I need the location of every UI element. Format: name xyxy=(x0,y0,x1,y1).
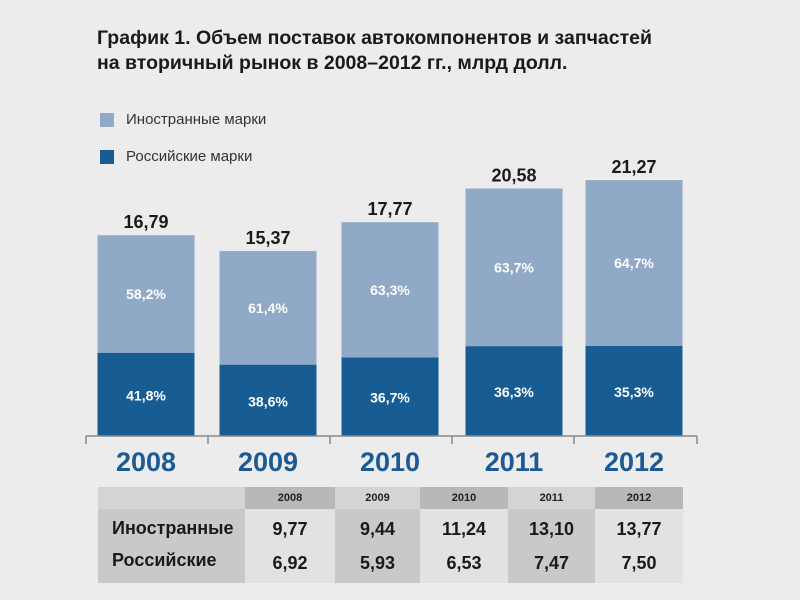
share-label-russian-2012: 35,3% xyxy=(614,384,654,400)
total-label-2010: 17,77 xyxy=(367,199,412,219)
chart-title: График 1. Объем поставок автокомпонентов… xyxy=(97,26,777,76)
table-cell-1-2008: 6,92 xyxy=(272,553,308,573)
table-cell-1-2010: 6,53 xyxy=(446,553,482,573)
legend-label-foreign: Иностранные марки xyxy=(126,111,267,128)
table-header-2010: 2010 xyxy=(420,487,508,509)
table-column-2008: 9,77 6,92 xyxy=(245,509,335,583)
table-column-2010: 11,24 6,53 xyxy=(420,509,508,583)
table-label-column: Иностранные Российские xyxy=(98,509,245,583)
table-cell-0-2008: 9,77 xyxy=(272,519,308,539)
table-header-corner xyxy=(98,487,245,509)
table-header-2011: 2011 xyxy=(508,487,595,509)
legend-swatch-russian xyxy=(100,149,114,164)
table-header-2009: 2009 xyxy=(335,487,420,509)
year-label-2011: 2011 xyxy=(485,447,544,477)
bar-foreign-2008 xyxy=(97,235,195,353)
bar-foreign-2011 xyxy=(465,188,563,347)
bar-russian-2012 xyxy=(585,345,683,436)
year-label-2010: 2010 xyxy=(360,447,420,477)
data-table: 2008 2009 2010 2011 2012 Иностранные Российски… xyxy=(98,487,683,583)
share-label-russian-2011: 36,3% xyxy=(494,384,534,400)
share-label-russian-2010: 36,7% xyxy=(370,390,410,406)
total-label-2012: 21,27 xyxy=(611,157,656,177)
table-header-2012: 2012 xyxy=(595,487,683,509)
table-cell-0-2009: 9,44 xyxy=(359,519,396,539)
year-label-2008: 2008 xyxy=(116,447,176,477)
legend-item-russian: Российские марки xyxy=(100,148,252,165)
chart-title-line-1: График 1. Объем поставок автокомпонентов… xyxy=(97,27,652,49)
bar-foreign-2010 xyxy=(341,222,439,358)
bar-russian-2009 xyxy=(219,364,317,436)
total-label-2011: 20,58 xyxy=(491,166,536,186)
total-label-2009: 15,37 xyxy=(245,228,290,248)
legend-swatch-foreign xyxy=(100,112,114,127)
table-column-2011: 13,10 7,47 xyxy=(508,509,595,583)
table-cell-0-2011: 13,10 xyxy=(528,519,575,539)
bar-russian-2010 xyxy=(341,357,439,436)
table-cell-0-2012: 13,77 xyxy=(616,519,662,539)
table-cell-1-2011: 7,47 xyxy=(533,553,570,573)
table-cell-0-2010: 11,24 xyxy=(441,519,487,539)
bar-foreign-2009 xyxy=(219,251,317,365)
total-label-2008: 16,79 xyxy=(123,212,168,232)
table-column-2009: 9,44 5,93 xyxy=(335,509,420,583)
bar-russian-2008 xyxy=(97,352,195,436)
table-column-2012: 13,77 7,50 xyxy=(595,509,683,583)
table-cell-1-2009: 5,93 xyxy=(359,553,396,573)
share-label-foreign-2012: 64,7% xyxy=(614,255,654,271)
table-header-2008: 2008 xyxy=(245,487,335,509)
share-label-foreign-2010: 63,3% xyxy=(370,282,410,298)
table-cell-1-2012: 7,50 xyxy=(621,553,657,573)
bar-foreign-2012 xyxy=(585,180,683,346)
share-label-foreign-2008: 58,2% xyxy=(126,286,166,302)
table-row-label-0: Иностранные xyxy=(112,518,234,538)
legend-item-foreign: Иностранные марки xyxy=(100,111,266,128)
year-label-2012: 2012 xyxy=(604,447,664,477)
table-row-label-1: Российские xyxy=(112,550,217,570)
share-label-foreign-2009: 61,4% xyxy=(248,300,288,316)
bar-russian-2011 xyxy=(465,346,563,436)
year-label-2009: 2009 xyxy=(238,447,298,477)
share-label-foreign-2011: 63,7% xyxy=(494,259,534,275)
share-label-russian-2009: 38,6% xyxy=(248,393,288,409)
share-label-russian-2008: 41,8% xyxy=(126,387,166,403)
chart-title-line-2: на вторичный рынок в 2008–2012 гг., млрд… xyxy=(97,52,568,74)
legend-label-russian: Российские марки xyxy=(126,148,253,165)
